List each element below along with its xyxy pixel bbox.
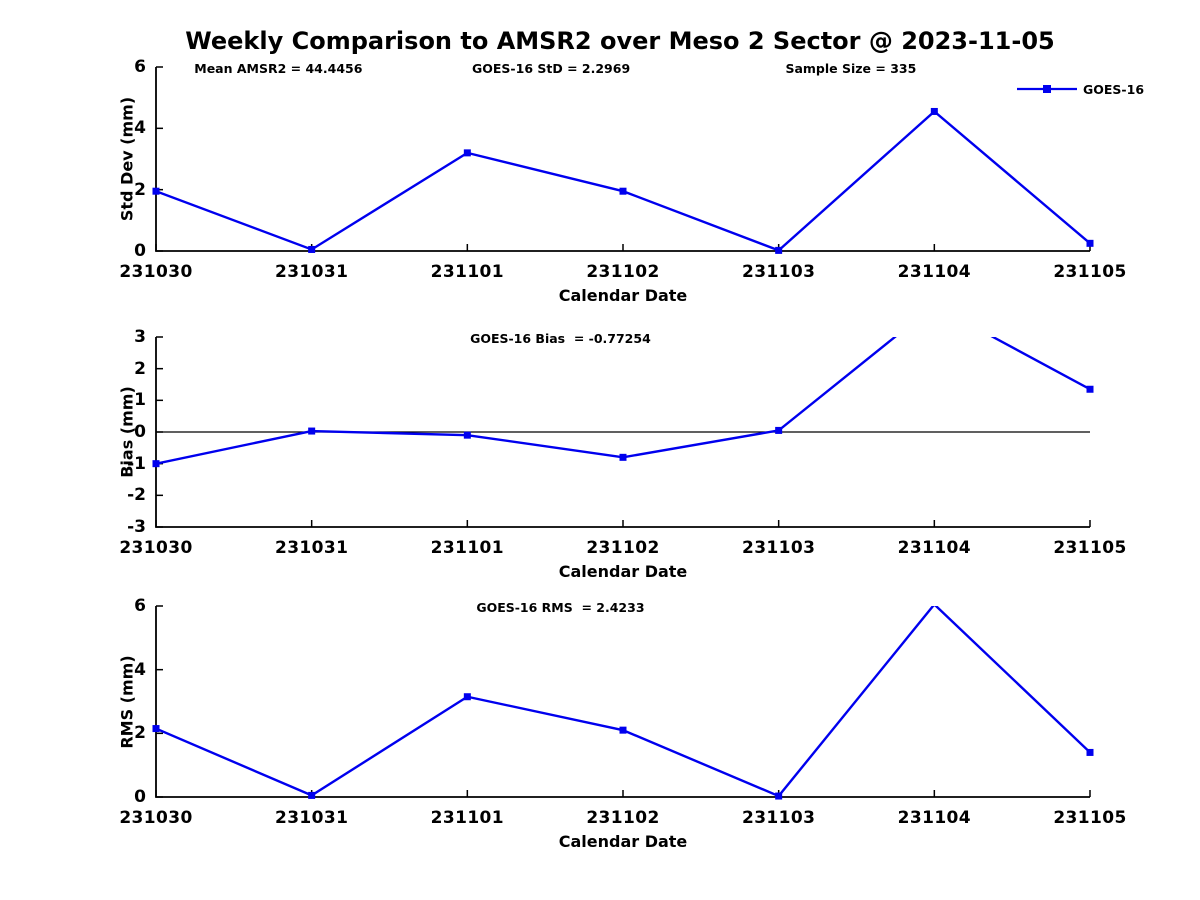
y-axis-label: Bias (mm): [117, 386, 137, 478]
x-tick-label: 231030: [119, 262, 193, 282]
subplot-2: [152, 605, 1094, 800]
y-tick-label: 4: [134, 118, 146, 139]
x-tick-label: 231105: [1053, 808, 1127, 828]
x-tick-label: 231102: [586, 538, 660, 558]
x-tick-label: 231031: [274, 262, 349, 282]
subplot-annotation: Mean AMSR2 = 44.4456: [194, 61, 363, 76]
x-tick-label: 231104: [897, 262, 972, 282]
x-tick-label: 231104: [897, 538, 972, 558]
axis-spines: [155, 67, 1090, 252]
data-point-marker: [463, 149, 471, 157]
data-point-marker: [152, 460, 160, 468]
y-tick-label: -2: [127, 485, 146, 506]
y-tick-label: 0: [134, 422, 146, 442]
x-tick-label: 231101: [430, 538, 505, 558]
data-point-marker: [152, 725, 160, 733]
y-tick-label: -1: [127, 453, 146, 474]
x-tick-label: 231031: [274, 538, 349, 558]
x-tick-label: 231101: [430, 262, 505, 282]
y-tick-label: 2: [134, 723, 146, 744]
figure-title: Weekly Comparison to AMSR2 over Meso 2 S…: [185, 27, 1055, 55]
x-axis-label: Calendar Date: [558, 832, 688, 851]
x-tick-label: 231030: [119, 538, 193, 558]
subplot-0: [152, 66, 1094, 254]
subplot-annotation: GOES-16 StD = 2.2969: [472, 61, 631, 76]
series-line-goes16: [156, 337, 1090, 465]
data-point-marker: [775, 792, 783, 800]
y-tick-label: 4: [134, 659, 146, 680]
data-point-marker: [775, 246, 783, 254]
x-tick-label: 231105: [1053, 538, 1127, 558]
data-point-marker: [619, 187, 627, 195]
series-line-goes16: [156, 606, 1090, 797]
x-tick-label: 231030: [119, 808, 193, 828]
x-axis-label: Calendar Date: [558, 562, 688, 581]
data-point-marker: [930, 107, 938, 115]
x-tick-label: 231104: [897, 808, 972, 828]
x-tick-label: 231105: [1053, 262, 1127, 282]
legend: GOES-16: [1016, 80, 1144, 98]
data-point-marker: [775, 426, 783, 434]
y-tick-label: 2: [134, 358, 146, 379]
y-axis-label: Std Dev (mm): [117, 96, 137, 222]
data-point-marker: [463, 693, 471, 701]
legend-label: GOES-16: [1083, 81, 1145, 97]
data-point-marker: [1086, 385, 1094, 393]
data-point-marker: [619, 726, 627, 734]
data-point-marker: [1086, 239, 1094, 247]
x-tick-label: 231103: [741, 538, 816, 558]
y-tick-label: 6: [134, 596, 146, 616]
data-point-marker: [152, 187, 160, 195]
x-tick-label: 231103: [741, 808, 816, 828]
legend-square-marker-icon: [1043, 85, 1051, 93]
series-line-goes16: [156, 109, 1090, 251]
data-point-marker: [619, 453, 627, 461]
subplot-1: [152, 336, 1094, 528]
y-tick-label: 6: [134, 57, 146, 77]
data-point-marker: [463, 431, 471, 439]
x-tick-label: 231101: [430, 808, 505, 828]
y-axis-label: RMS (mm): [117, 654, 137, 749]
subplot-annotation: Sample Size = 335: [785, 61, 917, 76]
subplot-annotation: GOES-16 RMS = 2.4233: [476, 600, 645, 615]
x-tick-label: 231102: [586, 808, 660, 828]
subplot-annotation: GOES-16 Bias = -0.77254: [470, 331, 651, 346]
x-tick-label: 231103: [741, 262, 816, 282]
legend-line-marker-icon: [1017, 85, 1077, 93]
y-tick-label: -3: [127, 517, 146, 537]
y-tick-label: 1: [134, 390, 146, 411]
data-point-marker: [1086, 748, 1094, 756]
data-point-marker: [308, 791, 316, 799]
x-axis-label: Calendar Date: [558, 286, 688, 305]
y-tick-label: 0: [134, 241, 146, 261]
y-tick-label: 2: [134, 179, 146, 200]
y-tick-label: 3: [134, 327, 146, 347]
y-tick-label: 0: [134, 787, 146, 807]
data-point-marker: [308, 245, 316, 253]
axis-spines: [155, 606, 1090, 798]
x-tick-label: 231102: [586, 262, 660, 282]
x-tick-label: 231031: [274, 808, 349, 828]
data-point-marker: [308, 427, 316, 435]
